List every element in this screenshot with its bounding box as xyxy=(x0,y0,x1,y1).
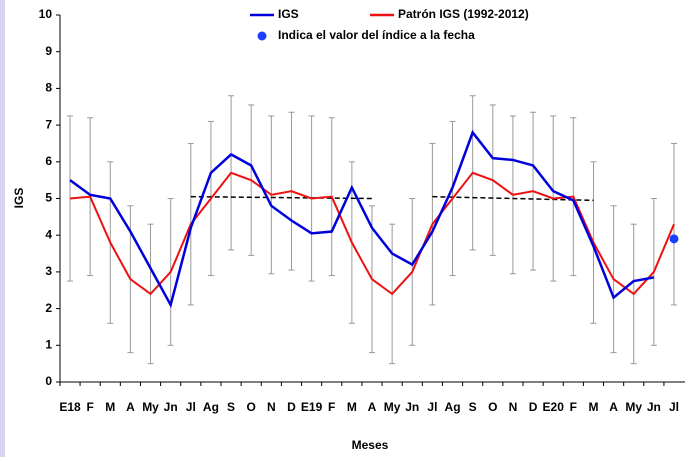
y-axis-label: IGS xyxy=(12,188,26,209)
trend-line xyxy=(432,195,594,202)
x-tick-label: N xyxy=(509,400,518,414)
x-tick-label: M xyxy=(347,400,357,414)
x-tick-label: A xyxy=(368,400,377,414)
x-tick-label: M xyxy=(588,400,598,414)
x-tick-label: Ag xyxy=(203,400,219,414)
legend-swatch xyxy=(257,31,267,41)
x-tick-label: S xyxy=(469,400,477,414)
y-tick-label: 3 xyxy=(45,264,52,278)
y-tick-label: 10 xyxy=(39,7,53,21)
legend-label: IGS xyxy=(278,7,299,21)
y-tick-label: 8 xyxy=(45,81,52,95)
series-line xyxy=(69,171,675,296)
y-tick-label: 5 xyxy=(45,191,52,205)
x-tick-label: Jl xyxy=(186,400,196,414)
x-tick-label: A xyxy=(126,400,135,414)
x-tick-label: Jn xyxy=(164,400,178,414)
x-tick-label: My xyxy=(625,400,642,414)
y-tick-label: 0 xyxy=(45,374,52,388)
y-tick-label: 9 xyxy=(45,44,52,58)
x-tick-label: My xyxy=(384,400,401,414)
x-tick-label: Jl xyxy=(427,400,437,414)
x-tick-label: F xyxy=(570,400,577,414)
x-tick-label: S xyxy=(227,400,235,414)
x-tick-label: M xyxy=(105,400,115,414)
x-tick-label: Jn xyxy=(647,400,661,414)
x-tick-label: Jl xyxy=(669,400,679,414)
x-tick-label: E19 xyxy=(301,400,323,414)
x-tick-label: A xyxy=(609,400,618,414)
trend-line xyxy=(190,195,373,200)
x-tick-label: My xyxy=(142,400,159,414)
index-marker xyxy=(669,234,679,244)
y-tick-label: 2 xyxy=(45,301,52,315)
x-tick-label: F xyxy=(328,400,335,414)
y-tick-label: 6 xyxy=(45,154,52,168)
x-tick-label: F xyxy=(86,400,93,414)
x-tick-label: D xyxy=(529,400,538,414)
x-tick-label: O xyxy=(247,400,256,414)
x-tick-label: Ag xyxy=(445,400,461,414)
y-tick-label: 7 xyxy=(45,117,52,131)
page-edge xyxy=(0,0,5,457)
x-tick-label: Jn xyxy=(405,400,419,414)
legend-label: Patrón IGS (1992-2012) xyxy=(398,7,529,21)
x-tick-label: N xyxy=(267,400,276,414)
x-axis-label: Meses xyxy=(352,438,389,452)
y-tick-label: 4 xyxy=(45,227,52,241)
x-tick-label: O xyxy=(488,400,497,414)
series-line xyxy=(69,129,655,309)
x-tick-label: E18 xyxy=(59,400,81,414)
x-tick-label: D xyxy=(287,400,296,414)
x-tick-label: E20 xyxy=(543,400,565,414)
legend-label: Indica el valor del índice a la fecha xyxy=(278,28,475,42)
y-tick-label: 1 xyxy=(45,337,52,351)
